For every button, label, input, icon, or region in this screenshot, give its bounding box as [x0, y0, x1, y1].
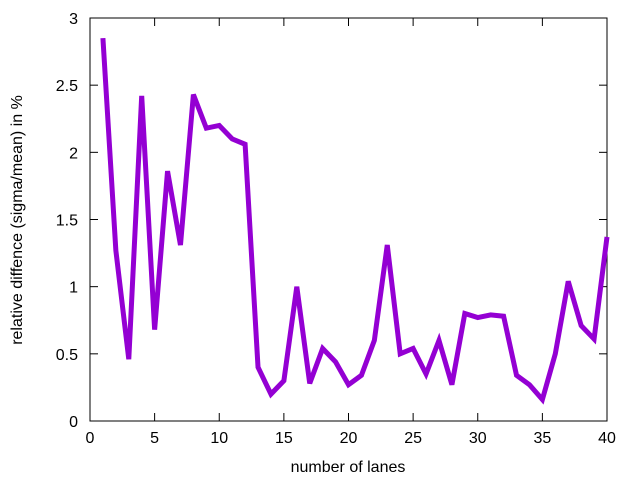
- y-tick-label: 3: [69, 11, 78, 28]
- x-tick-label: 20: [340, 430, 358, 447]
- x-tick-label: 0: [86, 430, 95, 447]
- x-axis-label: number of lanes: [291, 459, 406, 476]
- x-tick-label: 30: [469, 430, 487, 447]
- x-tick-label: 10: [210, 430, 228, 447]
- x-tick-label: 5: [150, 430, 159, 447]
- y-tick-label: 2.5: [56, 78, 78, 95]
- y-tick-label: 0: [69, 414, 78, 431]
- series-line: [100, 37, 610, 405]
- y-tick-label: 1.5: [56, 213, 78, 230]
- y-tick-label: 1: [69, 280, 78, 297]
- x-tick-label: 40: [598, 430, 616, 447]
- y-axis-label: relative diffence (sigma/mean) in %: [9, 95, 26, 345]
- x-tick-label: 25: [404, 430, 422, 447]
- x-tick-label: 35: [533, 430, 551, 447]
- series-group: [100, 37, 610, 405]
- ticks: 0 5 10 15 20 25 30 35 40 0 0.5 1 1.5 2 2.5 3: [56, 11, 616, 447]
- y-tick-label: 2: [69, 145, 78, 162]
- y-tick-label: 0.5: [56, 347, 78, 364]
- plot-frame: [89, 17, 608, 422]
- x-tick-label: 15: [275, 430, 293, 447]
